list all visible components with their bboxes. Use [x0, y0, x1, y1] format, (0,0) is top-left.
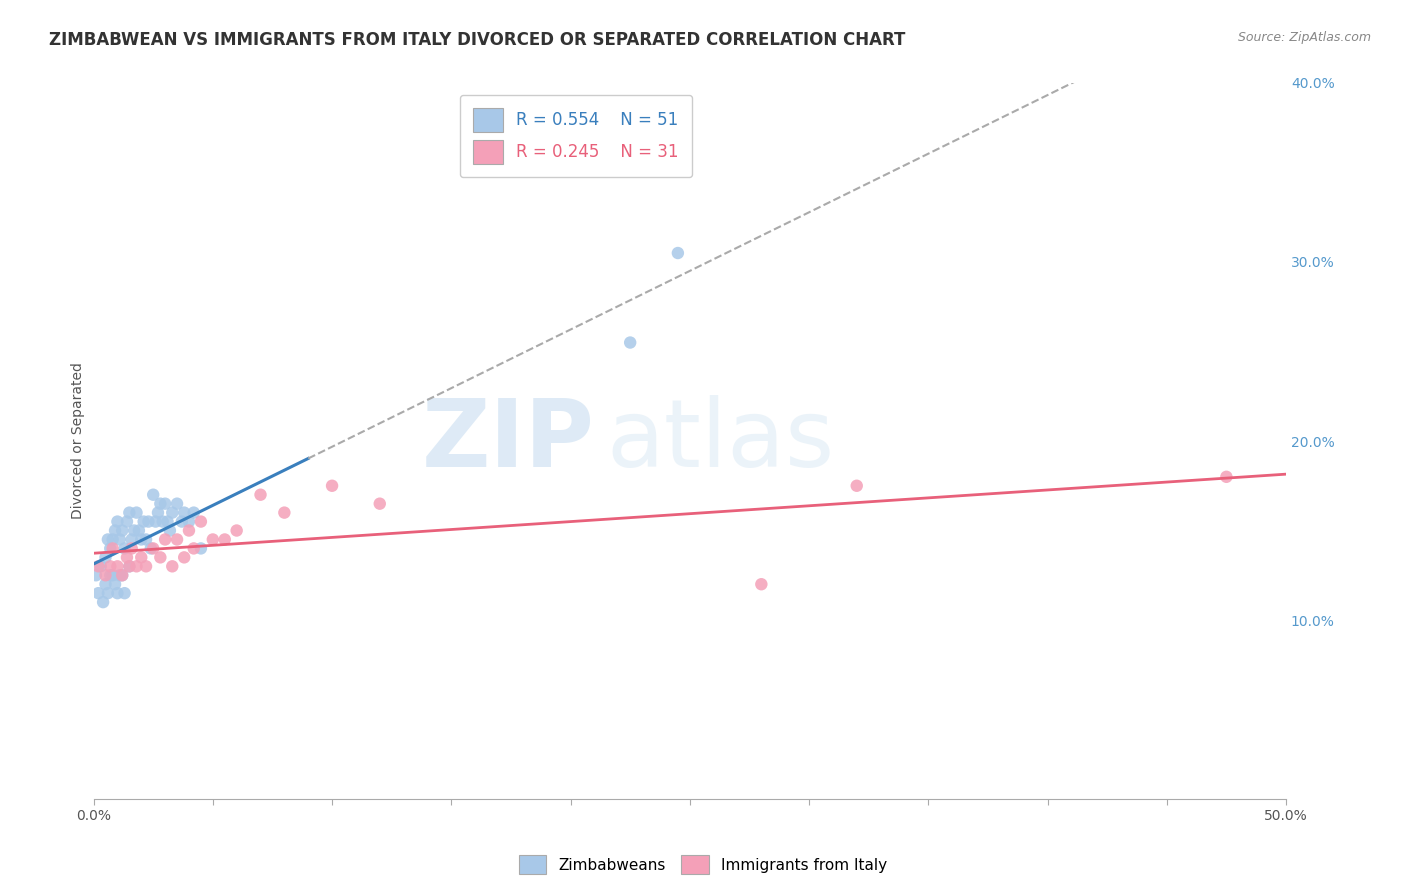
Point — [111, 568, 134, 582]
Point — [177, 524, 200, 538]
Point — [139, 541, 162, 556]
Point — [115, 550, 138, 565]
Point — [666, 246, 689, 260]
Point — [84, 568, 107, 582]
Point — [273, 506, 295, 520]
Point — [87, 586, 110, 600]
Point — [115, 515, 138, 529]
Point — [619, 335, 641, 350]
Point — [166, 533, 188, 547]
Point — [125, 506, 148, 520]
Point — [87, 559, 110, 574]
Point — [108, 533, 131, 547]
Point — [156, 515, 179, 529]
Point — [98, 541, 121, 556]
Point — [111, 524, 134, 538]
Point — [129, 533, 152, 547]
Point — [845, 479, 868, 493]
Point — [97, 586, 120, 600]
Point — [201, 533, 224, 547]
Point — [91, 595, 114, 609]
Point — [177, 515, 200, 529]
Point — [121, 533, 143, 547]
Point — [118, 559, 141, 574]
Point — [1215, 470, 1237, 484]
Point — [101, 568, 124, 582]
Point — [104, 524, 127, 538]
Point — [98, 559, 121, 574]
Point — [107, 559, 129, 574]
Legend: R = 0.554    N = 51, R = 0.245    N = 31: R = 0.554 N = 51, R = 0.245 N = 31 — [460, 95, 692, 177]
Point — [173, 550, 195, 565]
Point — [98, 568, 121, 582]
Point — [152, 515, 174, 529]
Point — [94, 577, 117, 591]
Point — [104, 577, 127, 591]
Point — [121, 541, 143, 556]
Y-axis label: Divorced or Separated: Divorced or Separated — [72, 362, 86, 519]
Point — [128, 524, 150, 538]
Point — [107, 586, 129, 600]
Point — [183, 506, 205, 520]
Point — [135, 559, 157, 574]
Point — [368, 497, 391, 511]
Point — [214, 533, 236, 547]
Point — [101, 541, 124, 556]
Point — [149, 497, 172, 511]
Point — [173, 506, 195, 520]
Point — [162, 559, 184, 574]
Point — [749, 577, 772, 591]
Point — [225, 524, 247, 538]
Point — [90, 559, 112, 574]
Point — [249, 488, 271, 502]
Point — [107, 515, 129, 529]
Text: atlas: atlas — [606, 395, 835, 487]
Point — [166, 497, 188, 511]
Point — [129, 550, 152, 565]
Point — [97, 533, 120, 547]
Point — [145, 515, 167, 529]
Point — [94, 568, 117, 582]
Point — [132, 515, 155, 529]
Point — [190, 541, 212, 556]
Point — [321, 479, 343, 493]
Point — [159, 524, 181, 538]
Point — [114, 541, 136, 556]
Text: Source: ZipAtlas.com: Source: ZipAtlas.com — [1237, 31, 1371, 45]
Text: ZIP: ZIP — [422, 395, 595, 487]
Point — [108, 568, 131, 582]
Point — [170, 515, 193, 529]
Text: ZIMBABWEAN VS IMMIGRANTS FROM ITALY DIVORCED OR SEPARATED CORRELATION CHART: ZIMBABWEAN VS IMMIGRANTS FROM ITALY DIVO… — [49, 31, 905, 49]
Point — [183, 541, 205, 556]
Point — [111, 568, 134, 582]
Point — [101, 533, 124, 547]
Point — [118, 559, 141, 574]
Point — [153, 497, 176, 511]
Point — [118, 506, 141, 520]
Point — [135, 533, 157, 547]
Point — [114, 586, 136, 600]
Point — [153, 533, 176, 547]
Point — [149, 550, 172, 565]
Point — [162, 506, 184, 520]
Point — [122, 524, 145, 538]
Legend: Zimbabweans, Immigrants from Italy: Zimbabweans, Immigrants from Italy — [513, 849, 893, 880]
Point — [146, 506, 169, 520]
Point — [142, 488, 165, 502]
Point — [142, 541, 165, 556]
Point — [138, 515, 160, 529]
Point — [125, 559, 148, 574]
Point — [190, 515, 212, 529]
Point — [94, 550, 117, 565]
